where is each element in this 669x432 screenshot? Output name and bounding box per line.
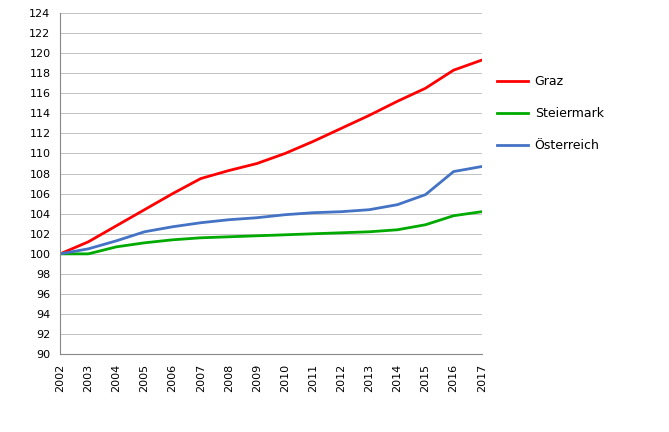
Österreich <box>197 220 205 226</box>
Graz <box>365 113 373 118</box>
Steiermark <box>421 222 429 227</box>
Österreich <box>393 202 401 207</box>
Line: Österreich: Österreich <box>60 166 482 254</box>
Österreich <box>112 238 120 243</box>
Graz <box>281 151 289 156</box>
Graz <box>450 67 458 73</box>
Steiermark <box>393 227 401 232</box>
Graz <box>169 191 177 196</box>
Graz <box>56 251 64 257</box>
Österreich <box>365 207 373 212</box>
Steiermark <box>281 232 289 237</box>
Legend: Graz, Steiermark, Österreich: Graz, Steiermark, Österreich <box>492 70 609 157</box>
Österreich <box>169 224 177 229</box>
Steiermark <box>112 244 120 249</box>
Graz <box>197 176 205 181</box>
Steiermark <box>450 213 458 218</box>
Graz <box>393 98 401 104</box>
Steiermark <box>365 229 373 235</box>
Österreich <box>225 217 233 222</box>
Österreich <box>478 164 486 169</box>
Graz <box>421 86 429 91</box>
Österreich <box>309 210 317 215</box>
Österreich <box>140 229 149 235</box>
Graz <box>112 223 120 229</box>
Österreich <box>421 192 429 197</box>
Österreich <box>56 251 64 257</box>
Steiermark <box>197 235 205 240</box>
Österreich <box>450 169 458 174</box>
Steiermark <box>225 234 233 239</box>
Graz <box>478 57 486 63</box>
Steiermark <box>169 237 177 242</box>
Österreich <box>84 246 92 251</box>
Österreich <box>281 212 289 217</box>
Steiermark <box>337 230 345 235</box>
Line: Steiermark: Steiermark <box>60 212 482 254</box>
Graz <box>253 161 261 166</box>
Graz <box>309 139 317 144</box>
Graz <box>140 207 149 212</box>
Steiermark <box>140 240 149 245</box>
Österreich <box>337 209 345 214</box>
Steiermark <box>309 231 317 236</box>
Graz <box>225 168 233 173</box>
Graz <box>84 239 92 245</box>
Steiermark <box>478 209 486 214</box>
Steiermark <box>253 233 261 238</box>
Österreich <box>253 215 261 220</box>
Steiermark <box>56 251 64 257</box>
Graz <box>337 126 345 131</box>
Steiermark <box>84 251 92 257</box>
Line: Graz: Graz <box>60 60 482 254</box>
